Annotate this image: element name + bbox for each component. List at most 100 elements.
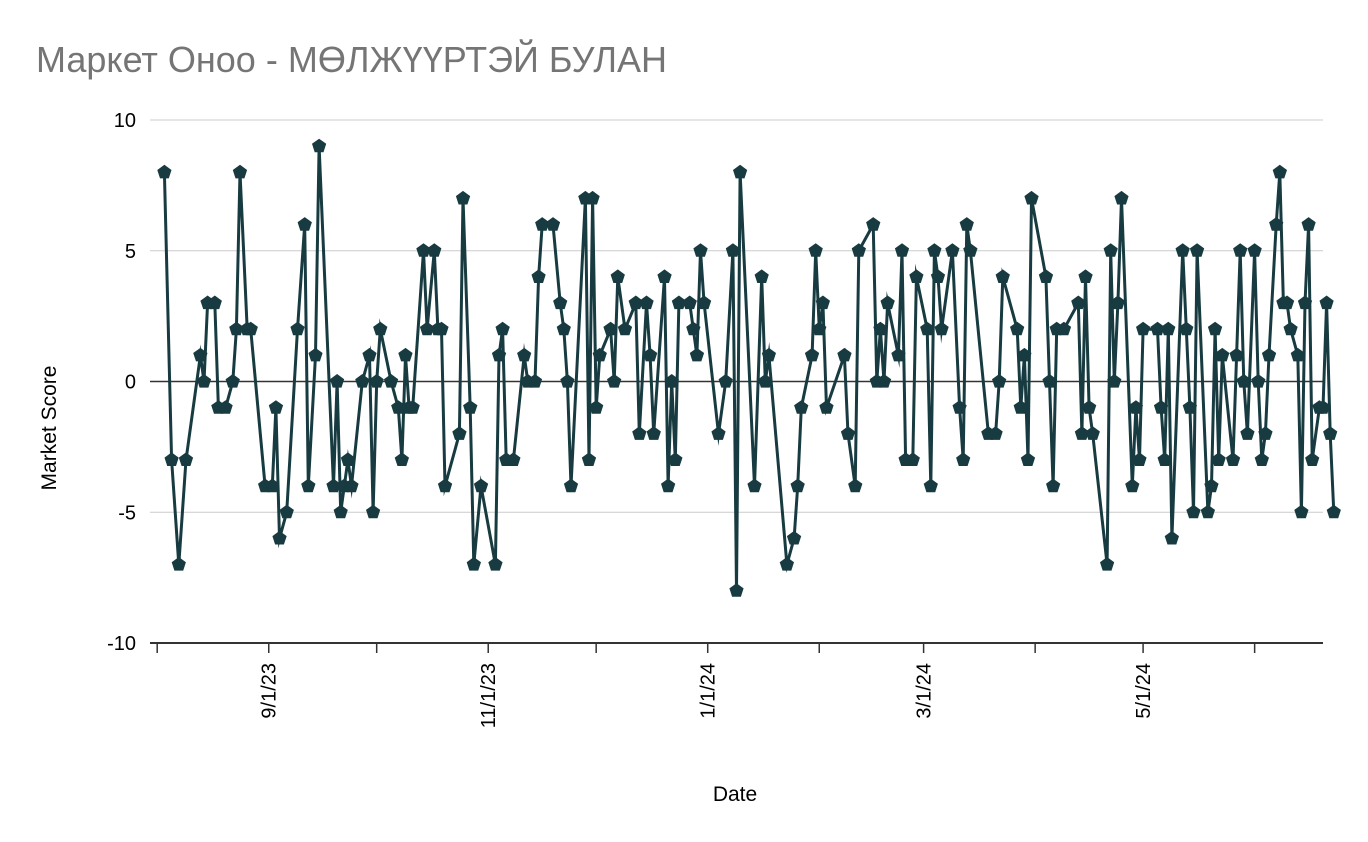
- data-point: [747, 478, 762, 493]
- data-point: [301, 478, 316, 493]
- data-point: [1258, 426, 1273, 440]
- data-point: [1128, 400, 1143, 414]
- data-point: [225, 374, 240, 388]
- data-point: [366, 504, 381, 519]
- data-point: [934, 321, 949, 336]
- data-point: [330, 374, 345, 388]
- data-point: [1240, 426, 1255, 440]
- data-point: [815, 295, 830, 310]
- data-point: [711, 426, 726, 440]
- data-point: [840, 426, 856, 440]
- data-point: [819, 400, 834, 414]
- data-point: [1290, 347, 1305, 362]
- data-point: [1261, 347, 1277, 362]
- data-point: [617, 321, 633, 336]
- data-point: [394, 452, 409, 466]
- data-point: [1283, 321, 1298, 336]
- data-point: [693, 243, 708, 257]
- data-point: [804, 347, 820, 362]
- data-point: [193, 347, 208, 362]
- data-point: [495, 321, 510, 336]
- data-point: [308, 347, 323, 362]
- data-point: [398, 347, 413, 362]
- data-point: [326, 478, 341, 493]
- data-point: [1204, 478, 1219, 493]
- data-point: [1297, 295, 1313, 310]
- data-point: [473, 478, 489, 493]
- data-point: [1157, 452, 1172, 466]
- data-point: [1179, 321, 1194, 336]
- x-axis-ticks: 9/1/23 11/1/23 1/1/24 3/1/24 5/1/24: [259, 663, 1155, 728]
- data-point: [592, 347, 607, 362]
- data-point: [1100, 557, 1115, 571]
- data-point: [1323, 426, 1338, 440]
- data-point: [848, 478, 863, 493]
- data-point: [1038, 269, 1054, 283]
- data-point: [506, 452, 521, 466]
- data-point: [391, 400, 406, 414]
- data-point: [725, 243, 740, 257]
- series-line: [162, 146, 1336, 591]
- data-point: [455, 190, 471, 205]
- data-point: [808, 243, 823, 257]
- data-point: [995, 269, 1010, 283]
- data-point: [362, 347, 377, 362]
- x-tick-label: 5/1/24: [1133, 663, 1155, 719]
- y-axis-ticks: -10 -5 0 5 10: [107, 110, 136, 655]
- data-point: [1269, 217, 1284, 231]
- data-point: [416, 243, 431, 257]
- data-point: [1074, 426, 1090, 440]
- data-point: [265, 478, 280, 493]
- x-tick-label: 11/1/23: [478, 663, 500, 728]
- data-point: [1175, 243, 1190, 257]
- data-point: [243, 321, 258, 336]
- data-point: [779, 557, 794, 571]
- data-series: [157, 138, 1341, 597]
- data-point: [1114, 190, 1129, 205]
- data-point: [664, 374, 679, 388]
- data-point: [531, 269, 546, 283]
- data-point: [488, 557, 503, 571]
- data-point: [437, 478, 453, 493]
- x-tick-label: 9/1/23: [259, 663, 281, 719]
- data-point: [1326, 504, 1341, 519]
- data-point: [171, 557, 186, 571]
- data-point: [157, 164, 172, 179]
- data-point: [1207, 321, 1223, 336]
- data-point: [312, 138, 327, 153]
- data-point: [689, 347, 705, 362]
- data-point: [945, 243, 960, 257]
- data-point: [927, 243, 942, 257]
- data-point: [988, 426, 1003, 440]
- data-point: [355, 374, 370, 388]
- data-point: [959, 217, 974, 231]
- data-point: [164, 452, 179, 466]
- data-point: [1150, 321, 1165, 336]
- data-point: [761, 347, 776, 362]
- data-point: [232, 164, 248, 179]
- data-point: [466, 557, 481, 571]
- data-point: [876, 374, 892, 388]
- data-point: [1107, 374, 1122, 388]
- data-point: [272, 530, 287, 545]
- data-point: [1211, 452, 1226, 466]
- data-point: [1247, 243, 1262, 257]
- data-point: [718, 374, 733, 388]
- data-point: [178, 452, 194, 466]
- data-point: [1186, 504, 1201, 519]
- y-axis-title: Market Score: [38, 366, 61, 491]
- data-point: [297, 217, 312, 231]
- data-point: [405, 400, 420, 414]
- data-point: [891, 347, 906, 362]
- data-point: [1251, 374, 1266, 388]
- data-point: [639, 295, 654, 310]
- data-point: [786, 530, 802, 545]
- data-point: [1078, 269, 1093, 283]
- data-point: [1182, 400, 1197, 414]
- data-point: [607, 374, 622, 388]
- data-point: [1136, 321, 1151, 336]
- data-point: [812, 321, 827, 336]
- data-point: [729, 583, 744, 597]
- data-point: [930, 269, 946, 283]
